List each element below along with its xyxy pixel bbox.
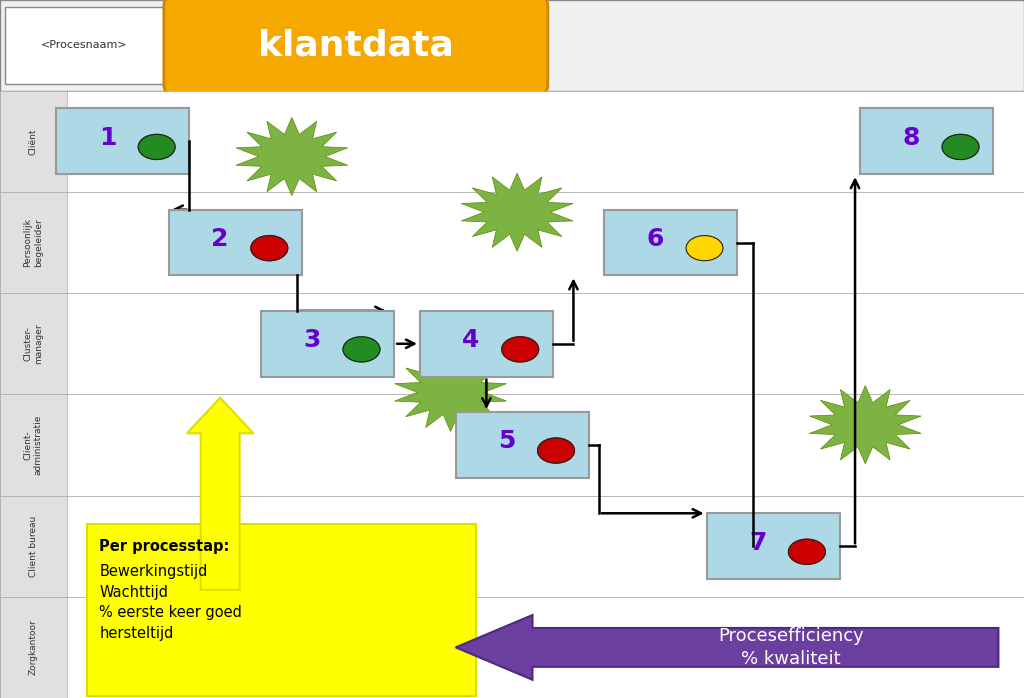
Text: Cliënt: Cliënt [29, 128, 38, 154]
Circle shape [686, 236, 723, 261]
Bar [0, 293, 67, 394]
Bar [0, 496, 67, 597]
FancyBboxPatch shape [164, 0, 548, 96]
Text: Persoonlijk
begeleider: Persoonlijk begeleider [24, 218, 43, 267]
Text: 1: 1 [98, 126, 117, 150]
Bar [0, 597, 67, 698]
FancyBboxPatch shape [707, 513, 840, 579]
Bar [0, 597, 1024, 698]
Text: <Procesnaam>: <Procesnaam> [41, 40, 127, 50]
Polygon shape [809, 385, 922, 463]
Text: Client-
administratie: Client- administratie [24, 415, 43, 475]
Circle shape [343, 336, 380, 362]
Text: 4: 4 [463, 328, 479, 352]
Circle shape [502, 336, 539, 362]
FancyBboxPatch shape [456, 412, 589, 478]
FancyBboxPatch shape [860, 108, 993, 174]
Polygon shape [394, 353, 507, 431]
Bar [0, 293, 1024, 394]
Bar [0, 496, 1024, 597]
Bar [0, 192, 1024, 293]
FancyBboxPatch shape [56, 108, 189, 174]
FancyBboxPatch shape [261, 311, 394, 377]
FancyBboxPatch shape [87, 524, 476, 696]
Polygon shape [456, 615, 998, 680]
Bar [0, 91, 67, 192]
Circle shape [251, 236, 288, 261]
Text: Client bureau: Client bureau [29, 516, 38, 577]
Circle shape [538, 438, 574, 463]
Text: Bewerkingstijd
Wachttijd
% eerste keer goed
hersteltijd: Bewerkingstijd Wachttijd % eerste keer g… [99, 564, 243, 641]
Text: Cluster-
manager: Cluster- manager [24, 323, 43, 364]
Text: 7: 7 [750, 530, 766, 555]
Text: Procesefficiency
% kwaliteit: Procesefficiency % kwaliteit [718, 627, 864, 668]
Text: 6: 6 [647, 227, 664, 251]
Polygon shape [186, 398, 254, 590]
Text: klantdata: klantdata [258, 29, 454, 62]
Polygon shape [461, 173, 573, 251]
Text: Zorgkantoor: Zorgkantoor [29, 620, 38, 675]
Circle shape [138, 134, 175, 159]
Bar [0, 192, 67, 293]
FancyBboxPatch shape [604, 209, 737, 276]
Text: 2: 2 [212, 227, 228, 251]
FancyBboxPatch shape [5, 7, 164, 84]
Bar [0, 0, 1024, 91]
Bar [0, 394, 67, 496]
Circle shape [788, 539, 825, 564]
Text: 5: 5 [499, 429, 515, 454]
Circle shape [942, 134, 979, 159]
Polygon shape [236, 117, 348, 195]
Text: Per processtap:: Per processtap: [99, 539, 229, 554]
Bar [0, 91, 1024, 192]
Text: 8: 8 [903, 126, 920, 150]
Text: 3: 3 [304, 328, 321, 352]
FancyBboxPatch shape [420, 311, 553, 377]
FancyBboxPatch shape [169, 209, 302, 276]
Bar [0, 394, 1024, 496]
